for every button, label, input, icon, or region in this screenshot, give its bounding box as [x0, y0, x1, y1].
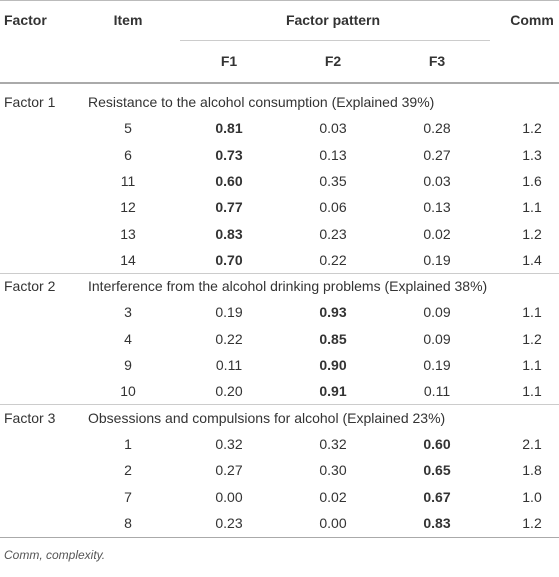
cell: 0.00	[215, 488, 243, 505]
cell: 0.00	[319, 514, 347, 531]
cell: 0.35	[319, 172, 347, 189]
cell: 0.03	[319, 120, 347, 137]
cell: 0.19	[215, 304, 243, 321]
rule	[0, 0, 559, 1]
cell: 11	[120, 172, 136, 189]
group-factor: Factor 3	[4, 409, 56, 426]
cell: 3	[124, 304, 132, 321]
group-description: Resistance to the alcohol consumption (E…	[88, 94, 435, 110]
cell: 0.11	[215, 357, 243, 373]
header-cell: F3	[428, 53, 446, 69]
cell: 0.73	[215, 146, 243, 163]
group-description: Interference from the alcohol drinking p…	[88, 278, 488, 295]
cell: 0.22	[215, 330, 243, 347]
rule	[180, 40, 490, 41]
cell: 1.1	[522, 357, 542, 373]
header-cell: Factor pattern	[285, 12, 381, 28]
cell: 1	[124, 435, 132, 452]
cell: 0.23	[319, 225, 347, 242]
cell: 0.09	[423, 330, 451, 347]
cell: 2	[124, 462, 132, 479]
cell: 1.6	[522, 172, 542, 189]
group-factor: Factor 2	[4, 278, 56, 295]
cell: 1.2	[522, 514, 542, 531]
cell: 0.60	[215, 172, 243, 189]
cell: 0.65	[423, 462, 451, 479]
cell: 0.83	[215, 225, 243, 242]
cell: 0.67	[423, 488, 451, 505]
cell: 0.09	[423, 304, 451, 321]
cell: 14	[120, 251, 136, 268]
footnote: Comm, complexity.	[4, 548, 106, 562]
cell: 1.3	[522, 146, 542, 163]
rule	[0, 537, 559, 538]
cell: 0.22	[319, 251, 347, 268]
cell: 0.70	[215, 251, 243, 268]
cell: 4	[124, 330, 132, 347]
cell: 0.03	[423, 172, 451, 189]
header-cell: F1	[220, 53, 238, 69]
rule	[0, 82, 559, 84]
cell: 0.81	[215, 120, 243, 137]
cell: 1.2	[522, 330, 542, 347]
cell: 10	[120, 383, 136, 400]
header-cell: Factor	[4, 12, 47, 28]
cell: 0.11	[423, 383, 451, 400]
header-cell: F2	[324, 53, 342, 69]
cell: 0.30	[319, 462, 347, 479]
cell: 0.13	[423, 199, 451, 216]
header-cell: Comm	[510, 12, 554, 28]
cell: 1.4	[522, 251, 542, 268]
rule	[0, 404, 559, 405]
cell: 0.93	[319, 304, 347, 321]
cell: 0.28	[423, 120, 451, 137]
cell: 1.1	[522, 199, 542, 216]
cell: 0.83	[423, 514, 451, 531]
cell: 6	[124, 146, 132, 163]
cell: 0.02	[319, 488, 347, 505]
header-cell: Item	[113, 12, 143, 28]
cell: 7	[124, 488, 132, 505]
cell: 0.19	[423, 251, 451, 268]
cell: 0.90	[319, 357, 347, 373]
cell: 1.8	[522, 462, 542, 479]
cell: 12	[120, 199, 136, 216]
group-description: Obsessions and compulsions for alcohol (…	[88, 409, 446, 426]
cell: 0.60	[423, 435, 451, 452]
cell: 1.1	[522, 383, 542, 400]
cell: 0.32	[319, 435, 347, 452]
cell: 5	[124, 120, 132, 137]
cell: 1.2	[522, 120, 542, 137]
cell: 0.20	[215, 383, 243, 400]
cell: 0.13	[319, 146, 347, 163]
cell: 0.23	[215, 514, 243, 531]
cell: 0.85	[319, 330, 347, 347]
cell: 9	[124, 357, 132, 373]
cell: 0.19	[423, 357, 451, 373]
cell: 0.02	[423, 225, 451, 242]
cell: 0.91	[319, 383, 347, 400]
cell: 0.27	[215, 462, 243, 479]
cell: 8	[124, 514, 132, 531]
cell: 1.2	[522, 225, 542, 242]
cell: 0.27	[423, 146, 451, 163]
cell: 0.32	[215, 435, 243, 452]
group-factor: Factor 1	[4, 94, 56, 110]
cell: 1.0	[522, 488, 542, 505]
cell: 13	[120, 225, 136, 242]
cell: 0.06	[319, 199, 347, 216]
cell: 0.77	[215, 199, 243, 216]
cell: 2.1	[522, 435, 542, 452]
rule	[0, 273, 559, 274]
cell: 1.1	[522, 304, 542, 321]
